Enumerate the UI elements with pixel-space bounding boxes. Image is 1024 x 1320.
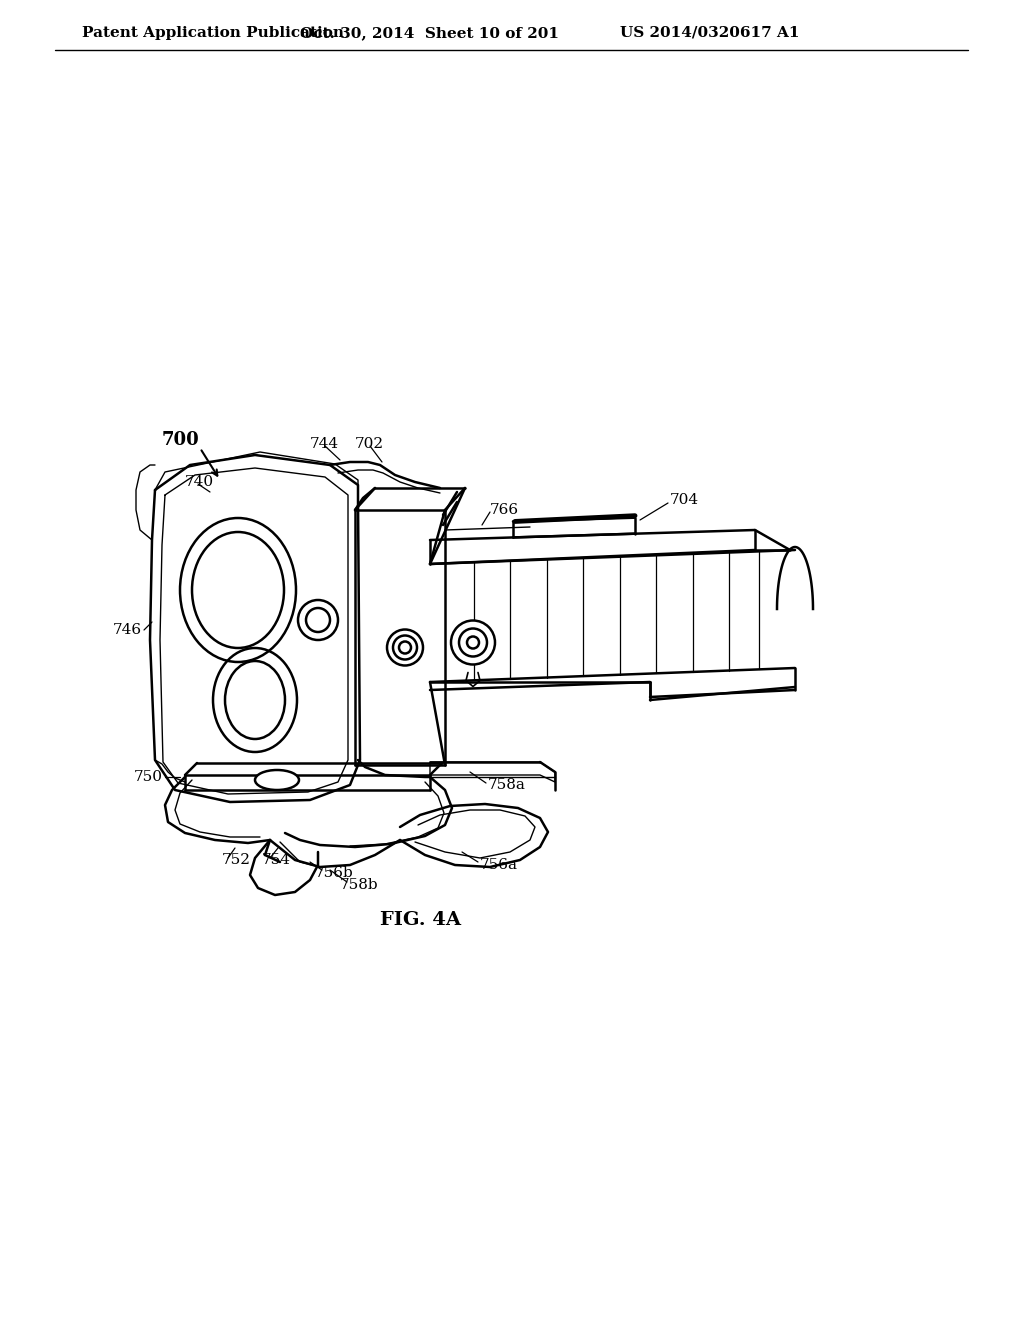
Ellipse shape [393,635,417,660]
Ellipse shape [306,609,330,632]
Text: 756b: 756b [315,866,353,880]
Ellipse shape [298,601,338,640]
Text: 746: 746 [113,623,142,638]
Text: Oct. 30, 2014  Sheet 10 of 201: Oct. 30, 2014 Sheet 10 of 201 [300,26,559,40]
Text: 702: 702 [355,437,384,451]
Text: 744: 744 [310,437,339,451]
Text: FIG. 4A: FIG. 4A [380,911,461,929]
Text: 758b: 758b [340,878,379,892]
Ellipse shape [467,636,479,648]
Ellipse shape [387,630,423,665]
Text: 752: 752 [222,853,251,867]
Text: 704: 704 [670,492,699,507]
Text: 700: 700 [162,432,200,449]
Ellipse shape [399,642,411,653]
Text: 766: 766 [490,503,519,517]
Text: 750: 750 [134,770,163,784]
Ellipse shape [459,628,487,656]
Text: 758a: 758a [488,777,526,792]
Text: Patent Application Publication: Patent Application Publication [82,26,344,40]
Text: 740: 740 [185,475,214,488]
Text: 754: 754 [262,853,291,867]
Text: US 2014/0320617 A1: US 2014/0320617 A1 [620,26,800,40]
Ellipse shape [255,770,299,789]
Text: 756a: 756a [480,858,518,873]
Ellipse shape [451,620,495,664]
